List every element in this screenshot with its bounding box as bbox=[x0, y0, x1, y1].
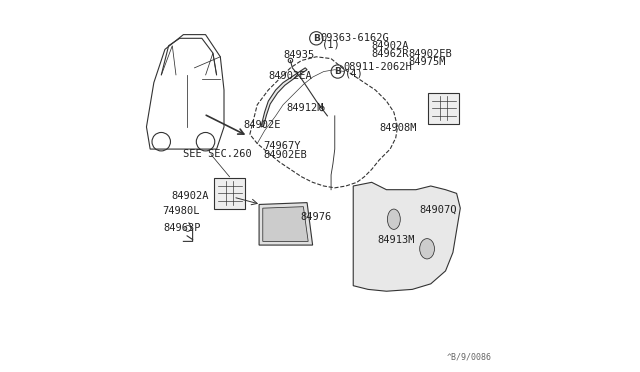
Text: 84902A: 84902A bbox=[371, 41, 408, 51]
Polygon shape bbox=[261, 68, 307, 127]
Text: ^B/9/0086: ^B/9/0086 bbox=[447, 352, 492, 361]
Bar bbox=[428, 93, 460, 124]
Ellipse shape bbox=[387, 209, 400, 230]
Text: 84935: 84935 bbox=[283, 50, 314, 60]
Text: 84902E: 84902E bbox=[243, 120, 281, 130]
Text: (4): (4) bbox=[345, 68, 364, 78]
Text: 84976: 84976 bbox=[301, 212, 332, 222]
Text: 84902EB: 84902EB bbox=[264, 150, 307, 160]
Polygon shape bbox=[263, 207, 308, 241]
Text: 84902EA: 84902EA bbox=[268, 71, 312, 81]
Text: SEE SEC.260: SEE SEC.260 bbox=[184, 148, 252, 158]
Text: 84975M: 84975M bbox=[408, 57, 446, 67]
Text: 84907Q: 84907Q bbox=[420, 205, 457, 215]
Text: B: B bbox=[334, 67, 341, 76]
Text: 84913M: 84913M bbox=[377, 234, 415, 244]
Text: 74980L: 74980L bbox=[162, 206, 200, 216]
Text: (1): (1) bbox=[322, 40, 341, 50]
Text: 84908M: 84908M bbox=[379, 123, 417, 133]
Ellipse shape bbox=[420, 238, 435, 259]
Text: 09363-6162G: 09363-6162G bbox=[320, 33, 388, 43]
Text: B: B bbox=[313, 34, 320, 43]
Text: 84962R: 84962R bbox=[371, 49, 408, 59]
Polygon shape bbox=[259, 203, 312, 245]
Text: 08911-2062H: 08911-2062H bbox=[343, 62, 412, 72]
Text: 84902EB: 84902EB bbox=[408, 49, 452, 59]
Text: 84912M: 84912M bbox=[287, 103, 324, 113]
Text: 74967Y: 74967Y bbox=[264, 141, 301, 151]
Text: 84902A: 84902A bbox=[172, 190, 209, 201]
Polygon shape bbox=[353, 182, 460, 291]
Text: 84963P: 84963P bbox=[164, 223, 202, 233]
Bar bbox=[214, 178, 245, 209]
